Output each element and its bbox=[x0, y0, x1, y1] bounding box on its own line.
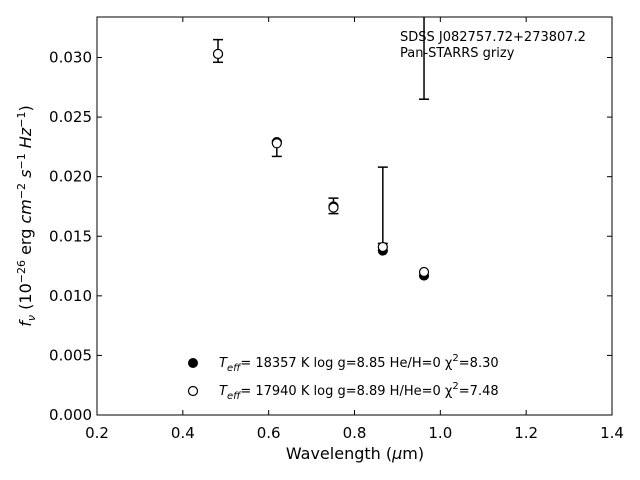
legend-entry-1: Teff= 18357 K log g=8.85 He/H=0 χ2=8.30 bbox=[219, 353, 499, 374]
y-tick-label: 0.030 bbox=[49, 49, 92, 67]
data-point-open bbox=[328, 202, 339, 213]
x-tick-label: 1.0 bbox=[428, 424, 452, 442]
x-tick-label: 0.4 bbox=[171, 424, 195, 442]
annotation-survey: Pan-STARRS grizy bbox=[400, 46, 515, 61]
y-tick-label: 0.000 bbox=[49, 406, 92, 424]
data-point-open bbox=[418, 266, 430, 278]
y-axis-title: fν (10−26 erg cm−2 s−1 Hz−1) bbox=[15, 105, 38, 326]
x-tick-label: 0.8 bbox=[343, 424, 367, 442]
legend-marker-filled bbox=[188, 358, 198, 368]
x-axis-title: Wavelength (μm) bbox=[286, 444, 424, 463]
error-bars bbox=[213, 17, 430, 245]
y-tick-label: 0.010 bbox=[49, 287, 92, 305]
legend-entry-2: Teff= 17940 K log g=8.89 H/He=0 χ2=7.48 bbox=[219, 381, 499, 402]
y-axis: 0.000 0.005 0.010 0.015 0.020 0.025 0.030 bbox=[49, 49, 612, 424]
y-tick-label: 0.005 bbox=[49, 346, 92, 364]
y-tick-label: 0.015 bbox=[49, 227, 92, 245]
x-tick-label: 1.2 bbox=[514, 424, 538, 442]
legend-marker-open bbox=[187, 385, 199, 397]
x-tick-label: 1.4 bbox=[600, 424, 624, 442]
data-point-open bbox=[271, 138, 282, 149]
x-axis: 0.2 0.4 0.6 0.8 1.0 1.2 1.4 bbox=[85, 17, 624, 442]
x-tick-label: 0.6 bbox=[257, 424, 281, 442]
y-tick-label: 0.020 bbox=[49, 168, 92, 186]
annotation-object-name: SDSS J082757.72+273807.2 bbox=[400, 30, 586, 45]
y-tick-label: 0.025 bbox=[49, 108, 92, 126]
data-markers bbox=[212, 48, 430, 281]
data-point-open bbox=[212, 48, 224, 60]
x-tick-label: 0.2 bbox=[85, 424, 109, 442]
legend: Teff= 18357 K log g=8.85 He/H=0 χ2=8.30 … bbox=[187, 353, 499, 402]
data-point-open bbox=[377, 241, 388, 253]
